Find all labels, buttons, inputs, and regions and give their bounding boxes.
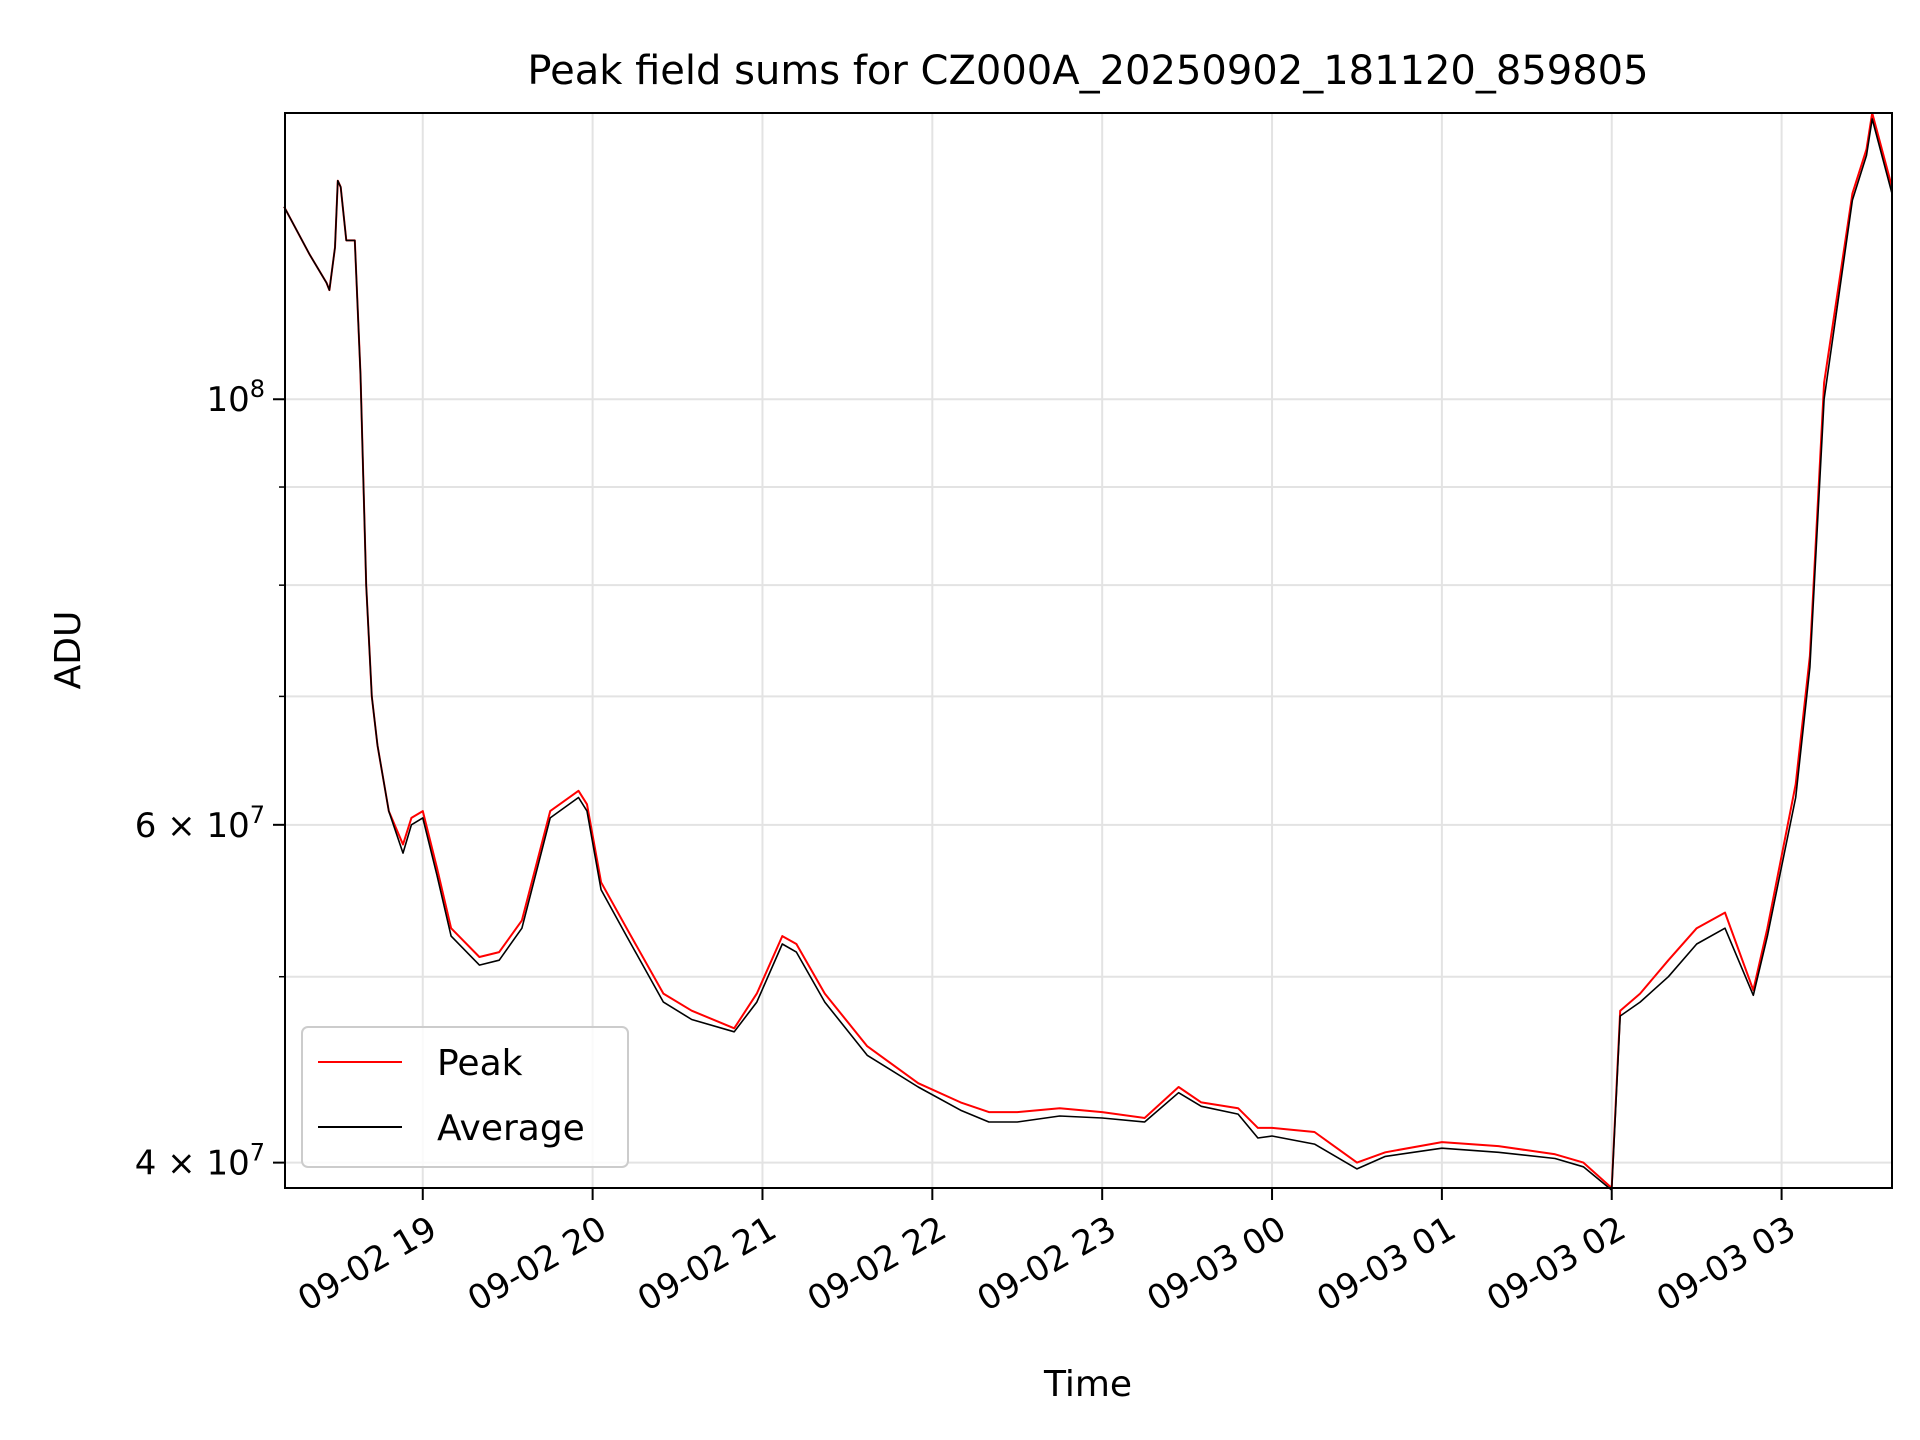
y-axis-label: ADU: [48, 611, 89, 690]
legend: Peak Average: [301, 1026, 629, 1168]
y-tick-label: 4 × 107: [135, 1139, 265, 1184]
chart-title: Peak field sums for CZ000A_20250902_1811…: [527, 48, 1648, 94]
grid-layer: [285, 113, 1892, 1188]
series-layer: [283, 112, 1893, 1191]
legend-label-average: Average: [437, 1108, 585, 1149]
y-tick-label: 108: [206, 375, 265, 420]
legend-label-peak: Peak: [437, 1043, 523, 1084]
series-line-average: [283, 118, 1893, 1191]
plot-frame: [284, 112, 1893, 1189]
y-tick-label: 6 × 107: [135, 801, 265, 846]
x-axis-label: Time: [1043, 1364, 1132, 1405]
y-axis-ticks: 4 × 107 6 × 107 108: [135, 375, 285, 1184]
